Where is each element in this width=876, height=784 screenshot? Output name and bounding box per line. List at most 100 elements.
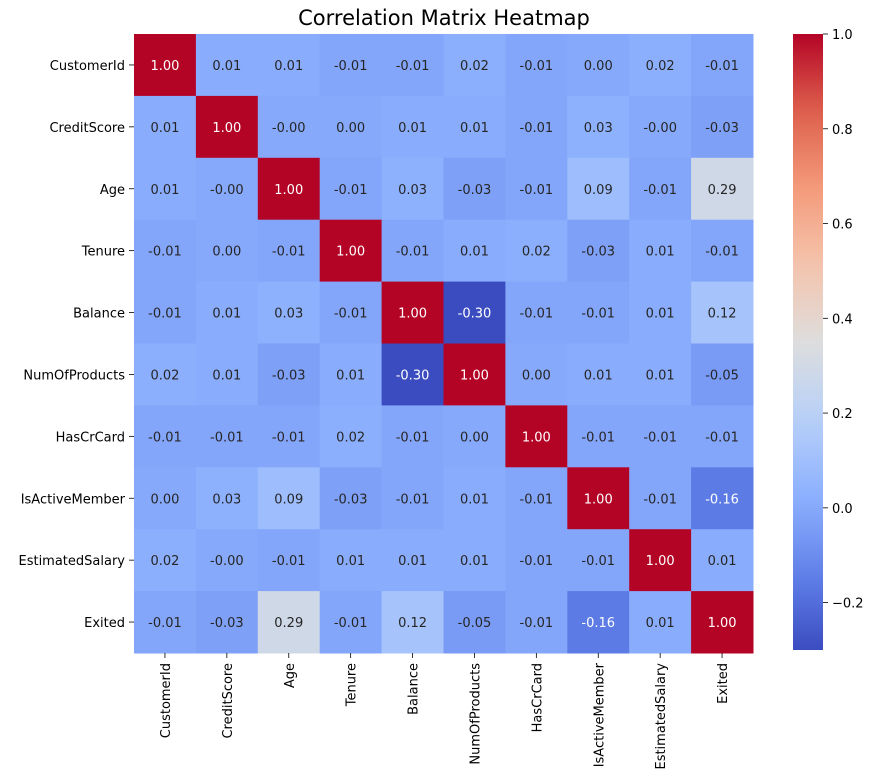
row-label-CustomerId: CustomerId [50,59,125,74]
cell-value-label: 0.03 [398,183,427,198]
cell-value-label: -0.01 [520,307,554,322]
cell-value-label: -0.01 [210,430,244,445]
heatmap-cell-EstimatedSalary-Exited [691,529,754,592]
cell-value-label: 1.00 [522,430,551,445]
cell-value-label: 0.01 [398,554,427,569]
cell-value-label: 1.00 [708,616,737,631]
cell-value-label: 0.01 [460,121,489,136]
column-label-Exited: Exited [716,663,731,704]
cell-value-label: -0.16 [581,616,615,631]
heatmap-cell-Exited-Tenure [319,591,383,654]
cell-value-label: 0.00 [212,245,241,260]
cell-value-label: -0.01 [334,307,368,322]
heatmap-cell-Age-EstimatedSalary [629,157,692,221]
heatmap-cell-EstimatedSalary-CreditScore [195,529,259,592]
heatmap-cell-CustomerId-Tenure [319,34,383,97]
cell-value-label: 0.01 [150,121,179,136]
cell-value-label: -0.05 [705,368,739,383]
cell-value-label: -0.00 [272,121,306,136]
cell-value-label: -0.01 [148,307,182,322]
cell-value-label: 0.01 [336,368,365,383]
cell-value-label: -0.01 [396,430,430,445]
heatmap-cell-Balance-EstimatedSalary [629,281,692,344]
heatmap-cell-CreditScore-CustomerId [134,95,197,159]
cell-value-label: 0.03 [584,121,613,136]
cell-value-label: 1.00 [584,492,613,507]
heatmap-cell-Tenure-CreditScore [195,219,259,283]
heatmap-cell-CustomerId-Balance [381,34,444,97]
heatmap-cell-EstimatedSalary-Balance [381,529,444,592]
cell-value-label: -0.01 [148,430,182,445]
cell-value-label: 1.00 [150,59,179,74]
cell-value-label: -0.01 [581,430,615,445]
colorbar-tick-label: 0.4 [832,312,853,327]
cell-value-label: -0.01 [272,430,306,445]
cell-value-label: 0.02 [150,554,179,569]
heatmap-cell-EstimatedSalary-CustomerId [134,529,197,592]
heatmap-cell-Tenure-HasCrCard [505,219,568,283]
column-label-CustomerId: CustomerId [159,663,174,738]
heatmap-cell-Balance-HasCrCard [505,281,568,344]
colorbar-tick-label: −0.2 [832,597,864,612]
heatmap-cell-HasCrCard-Exited [691,405,754,468]
cell-value-label: 0.00 [150,492,179,507]
heatmap-cell-HasCrCard-Tenure [319,405,383,468]
cell-value-label: 0.01 [708,554,737,569]
cell-value-label: -0.01 [520,183,554,198]
heatmap-cell-CreditScore-Exited [691,95,754,159]
heatmap-cell-IsActiveMember-CustomerId [134,467,197,530]
cell-value-label: -0.01 [581,307,615,322]
cell-value-label: 0.01 [212,307,241,322]
column-label-Tenure: Tenure [345,663,360,707]
heatmap-cell-HasCrCard-NumOfProducts [443,405,506,468]
heatmap-cell-Exited-Balance [381,591,444,654]
heatmap-cell-CreditScore-Age [257,95,321,159]
cell-value-label: 0.02 [646,59,675,74]
heatmap-cell-IsActiveMember-NumOfProducts [443,467,506,530]
heatmap-cell-HasCrCard-EstimatedSalary [629,405,692,468]
cell-value-label: -0.30 [396,368,430,383]
cell-value-label: -0.01 [705,59,739,74]
cell-value-label: -0.05 [458,616,492,631]
cell-value-label: -0.01 [705,245,739,260]
cell-value-label: 0.01 [336,554,365,569]
heatmap-cell-Exited-CreditScore [195,591,259,654]
heatmap-cell-Tenure-IsActiveMember [567,219,630,283]
heatmap-cell-Balance-Balance [381,281,444,344]
cell-value-label: -0.01 [705,430,739,445]
heatmap-cell-Tenure-NumOfProducts [443,219,506,283]
heatmap-cell-EstimatedSalary-NumOfProducts [443,529,506,592]
cell-value-label: 0.00 [336,121,365,136]
heatmap-cell-CustomerId-IsActiveMember [567,34,630,97]
cell-value-label: 0.01 [150,183,179,198]
row-label-Tenure: Tenure [81,245,125,260]
cell-value-label: 0.01 [212,368,241,383]
heatmap-cell-NumOfProducts-Exited [691,343,754,406]
cell-value-label: 0.01 [460,554,489,569]
heatmap-cell-Exited-CustomerId [134,591,197,654]
cell-value-label: 0.02 [336,430,365,445]
cell-value-label: 0.01 [646,368,675,383]
heatmap-cell-CustomerId-CreditScore [195,34,259,97]
cell-value-label: -0.01 [520,616,554,631]
heatmap-cell-EstimatedSalary-Age [257,529,321,592]
heatmap-cell-Age-Tenure [319,157,383,221]
heatmap-cell-Tenure-CustomerId [134,219,197,283]
heatmap-cell-Exited-IsActiveMember [567,591,630,654]
cell-value-label: 0.01 [212,59,241,74]
cell-value-label: -0.03 [458,183,492,198]
heatmap-cell-NumOfProducts-CreditScore [195,343,259,406]
heatmap-cell-EstimatedSalary-HasCrCard [505,529,568,592]
cell-value-label: -0.01 [643,183,677,198]
column-label-Balance: Balance [407,663,422,715]
cell-value-label: -0.03 [272,368,306,383]
cell-value-label: -0.01 [520,59,554,74]
heatmap-cell-Age-Exited [691,157,754,221]
heatmap-cell-NumOfProducts-NumOfProducts [443,343,506,406]
cell-value-label: -0.01 [396,59,430,74]
cell-value-label: 0.01 [460,492,489,507]
cell-value-label: -0.01 [520,554,554,569]
heatmap-cell-CustomerId-EstimatedSalary [629,34,692,97]
cell-value-label: 1.00 [646,554,675,569]
